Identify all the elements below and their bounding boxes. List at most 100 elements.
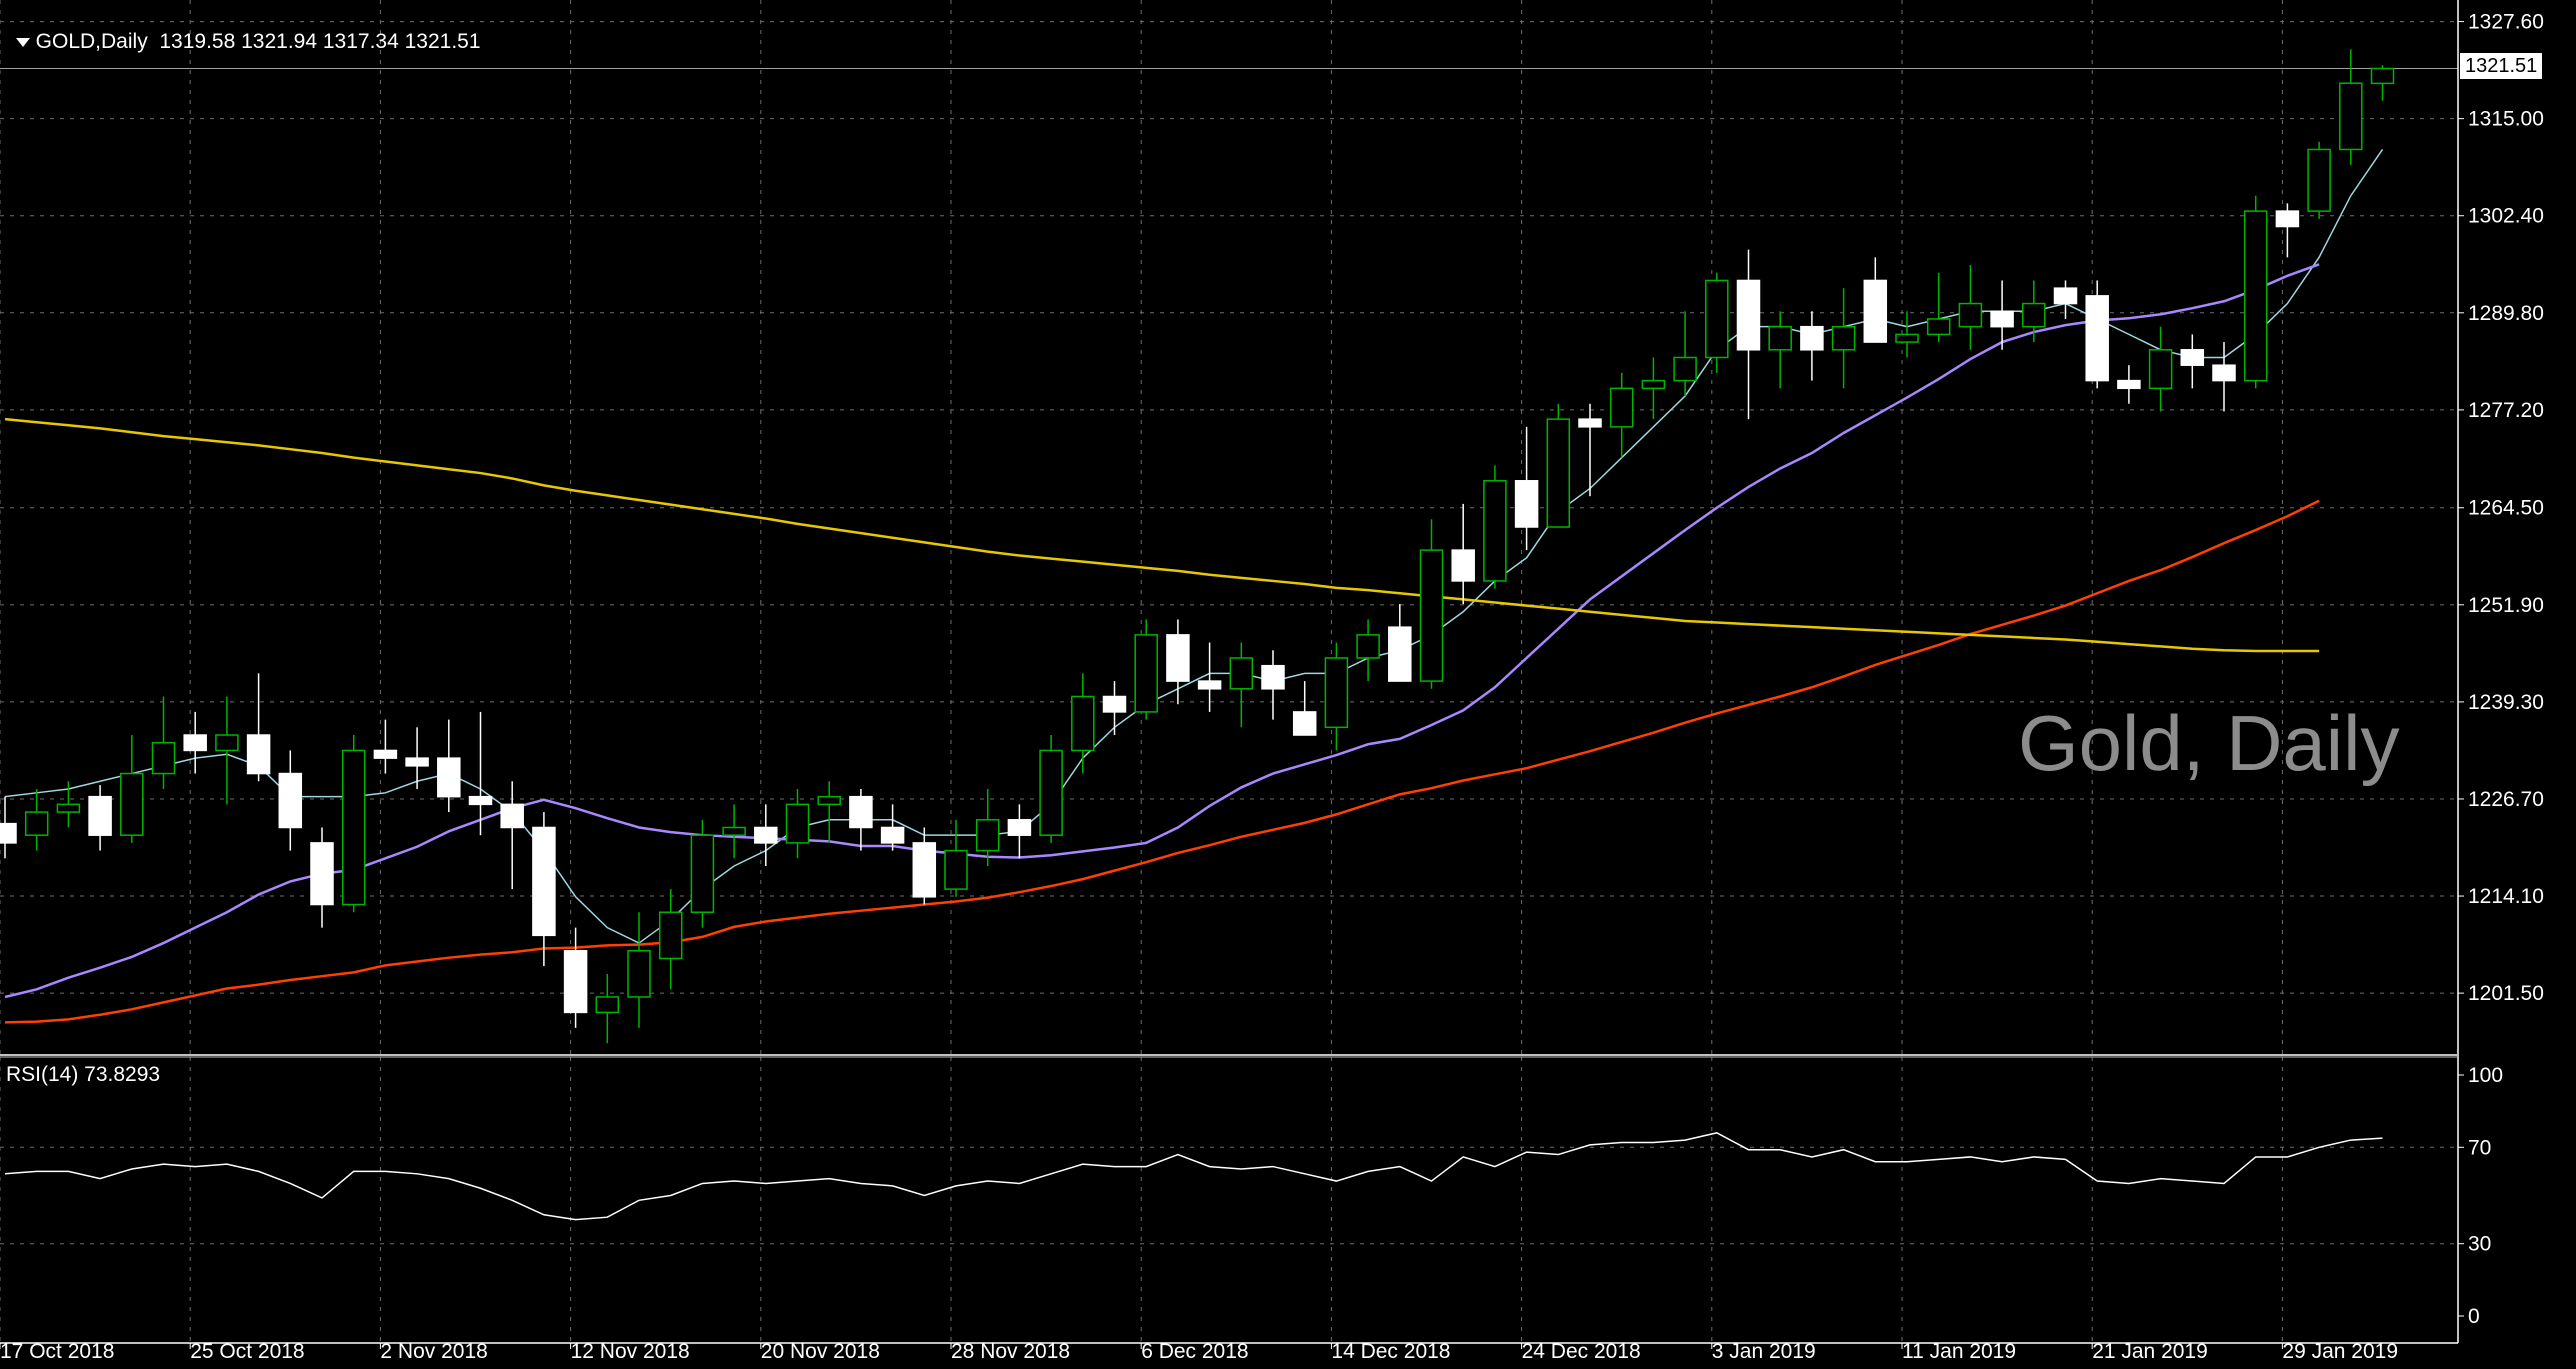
candle[interactable] — [1229, 642, 1254, 728]
candle[interactable] — [1388, 604, 1412, 682]
current-price-tag: 1321.51 — [2460, 53, 2543, 79]
candle[interactable] — [1134, 619, 1158, 720]
candle[interactable] — [1958, 265, 1983, 350]
candle[interactable] — [2148, 326, 2173, 412]
candle[interactable] — [1356, 619, 1380, 682]
candle[interactable] — [151, 696, 176, 789]
candle-body — [785, 803, 810, 844]
candle-body — [1578, 418, 1602, 428]
candle[interactable] — [563, 927, 588, 1028]
candle[interactable] — [1609, 372, 1634, 458]
candle[interactable] — [1324, 642, 1349, 751]
candle[interactable] — [975, 788, 1000, 867]
candle[interactable] — [880, 804, 905, 851]
candle-body — [595, 996, 620, 1014]
candle-body — [1705, 279, 1729, 359]
candle-body — [1102, 695, 1127, 713]
candle[interactable] — [1483, 465, 1507, 589]
y-tick-label: 1289.80 — [2468, 302, 2544, 325]
candle[interactable] — [1705, 272, 1729, 373]
candle[interactable] — [912, 827, 937, 905]
candle[interactable] — [341, 735, 366, 913]
candle[interactable] — [405, 727, 429, 789]
candle[interactable] — [1102, 681, 1127, 736]
candle[interactable] — [627, 912, 651, 1028]
candle[interactable] — [690, 819, 715, 928]
candle[interactable] — [373, 719, 398, 774]
candle[interactable] — [2212, 342, 2236, 412]
candlesticks[interactable] — [0, 49, 2395, 1044]
candle[interactable] — [658, 889, 683, 990]
candle[interactable] — [849, 788, 873, 851]
candle[interactable] — [120, 735, 144, 843]
candle[interactable] — [183, 711, 207, 774]
candle[interactable] — [468, 711, 493, 836]
candle-body — [2117, 379, 2141, 390]
x-tick-label: 14 Dec 2018 — [1331, 1340, 1450, 1363]
candle-body — [246, 734, 271, 775]
candle-body — [2180, 349, 2205, 366]
candle[interactable] — [2053, 280, 2078, 319]
candle[interactable] — [1673, 311, 1697, 397]
candle[interactable] — [246, 673, 271, 782]
candle[interactable] — [2307, 141, 2331, 219]
moving-averages — [4, 149, 2384, 1024]
y-tick-label: 1327.60 — [2468, 11, 2544, 34]
candle[interactable] — [88, 785, 112, 851]
candle[interactable] — [1800, 311, 1824, 381]
candle[interactable] — [1419, 519, 1444, 689]
triangle-down-icon[interactable] — [15, 37, 30, 47]
candle[interactable] — [1039, 735, 1063, 843]
candle[interactable] — [2370, 65, 2395, 101]
candle[interactable] — [2243, 195, 2268, 389]
candle[interactable] — [1831, 288, 1856, 389]
candle[interactable] — [500, 781, 524, 890]
candle[interactable] — [24, 788, 49, 851]
candle[interactable] — [0, 796, 17, 859]
candle[interactable] — [532, 812, 556, 967]
candle[interactable] — [1895, 311, 1919, 358]
candle-body — [1039, 749, 1063, 836]
candle[interactable] — [1926, 272, 1951, 343]
candle-body — [1546, 418, 1571, 528]
candle[interactable] — [2117, 365, 2141, 404]
candle[interactable] — [1578, 403, 1602, 497]
candle-body — [373, 749, 398, 759]
candle[interactable] — [1990, 280, 2014, 350]
candle[interactable] — [1546, 403, 1571, 528]
candle[interactable] — [2275, 203, 2300, 258]
candle[interactable] — [595, 973, 620, 1044]
candle[interactable] — [722, 804, 746, 859]
candle[interactable] — [2339, 49, 2363, 165]
candle[interactable] — [944, 819, 968, 897]
candle[interactable] — [1863, 257, 1888, 343]
candle[interactable] — [215, 696, 239, 805]
candle[interactable] — [1166, 619, 1190, 705]
candle[interactable] — [310, 827, 334, 928]
candle[interactable] — [1736, 249, 1761, 420]
candle[interactable] — [2085, 280, 2109, 389]
x-tick-label: 6 Dec 2018 — [1141, 1340, 1248, 1363]
candle-body — [1609, 387, 1634, 428]
candle-body — [1071, 695, 1095, 752]
candle[interactable] — [437, 719, 461, 813]
candle-body — [880, 826, 905, 844]
candle[interactable] — [2022, 280, 2046, 343]
candle[interactable] — [278, 750, 303, 851]
candle[interactable] — [754, 804, 778, 867]
candle[interactable] — [1197, 642, 1222, 712]
candle[interactable] — [785, 788, 810, 859]
candle[interactable] — [1261, 650, 1285, 720]
candle[interactable] — [1071, 673, 1095, 774]
candle[interactable] — [1514, 426, 1539, 551]
candle[interactable] — [1007, 804, 1032, 859]
candle[interactable] — [1768, 311, 1792, 389]
candle[interactable] — [56, 781, 81, 828]
candle[interactable] — [2180, 334, 2205, 389]
candle-body — [1197, 680, 1222, 690]
candle[interactable] — [1641, 357, 1666, 420]
candle[interactable] — [817, 781, 841, 843]
candle[interactable] — [1292, 681, 1317, 736]
candle[interactable] — [1451, 503, 1475, 605]
